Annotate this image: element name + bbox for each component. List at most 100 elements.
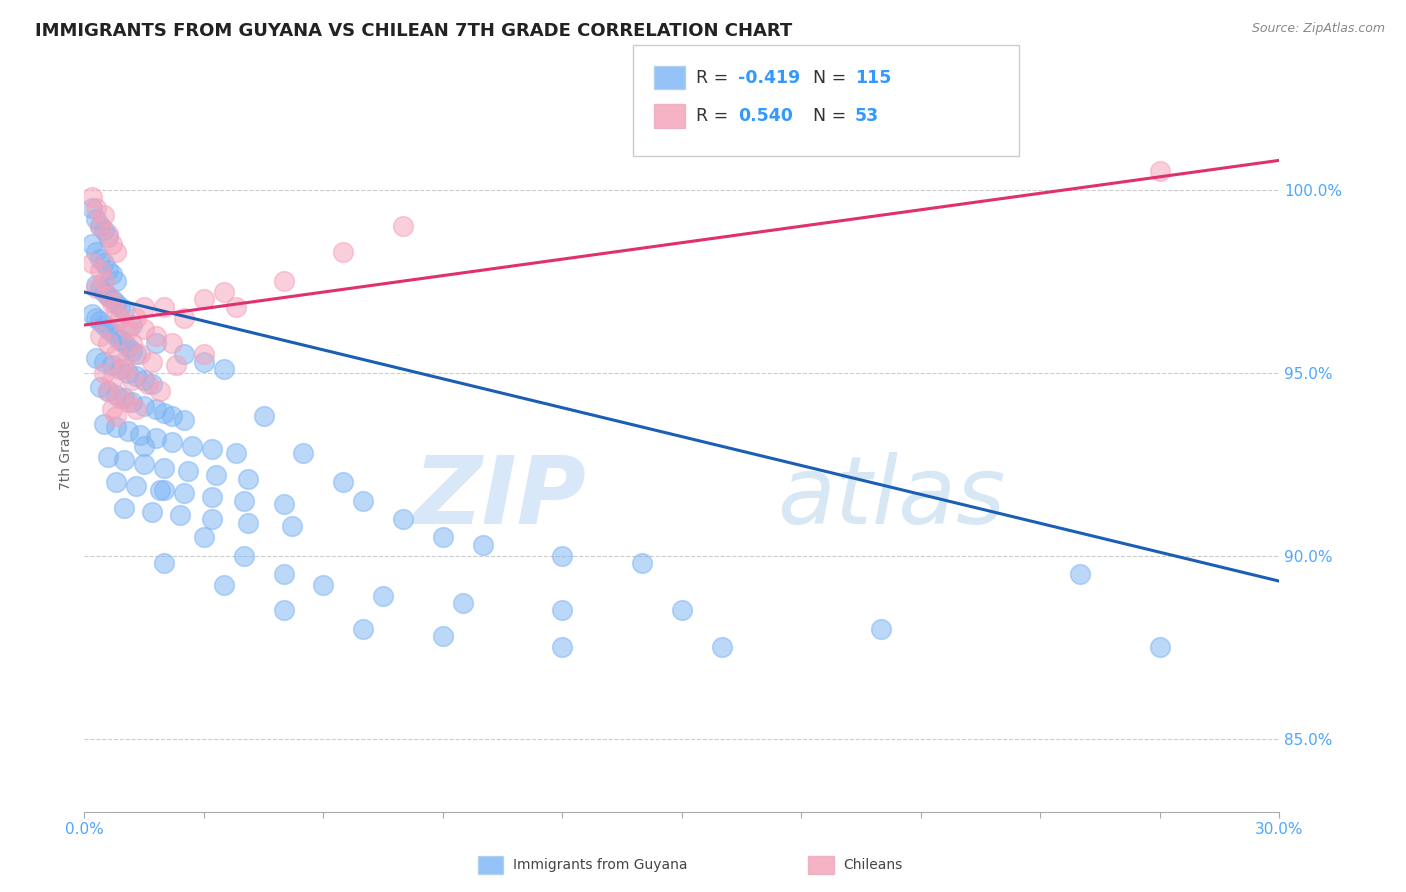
Point bbox=[105, 475, 128, 490]
Point bbox=[177, 464, 200, 478]
Point bbox=[312, 578, 335, 592]
Point bbox=[332, 244, 354, 259]
Text: 0.540: 0.540 bbox=[738, 107, 793, 125]
Point bbox=[117, 366, 139, 380]
Point bbox=[82, 307, 104, 321]
Point bbox=[352, 493, 374, 508]
Point bbox=[132, 457, 156, 471]
Text: 115: 115 bbox=[855, 69, 891, 87]
Point bbox=[86, 244, 108, 259]
Point bbox=[173, 486, 195, 500]
Point bbox=[160, 435, 183, 450]
Text: Source: ZipAtlas.com: Source: ZipAtlas.com bbox=[1251, 22, 1385, 36]
Point bbox=[97, 289, 120, 303]
Point bbox=[105, 296, 128, 310]
Point bbox=[125, 310, 148, 325]
Point bbox=[193, 530, 215, 544]
Point bbox=[93, 318, 115, 332]
Point bbox=[89, 281, 111, 295]
Point bbox=[101, 402, 124, 417]
Point bbox=[392, 512, 415, 526]
Point bbox=[121, 318, 143, 332]
Point bbox=[132, 439, 156, 453]
Point bbox=[89, 380, 111, 394]
Point bbox=[145, 329, 167, 343]
Point bbox=[141, 354, 163, 368]
Point bbox=[110, 391, 132, 405]
Point bbox=[1149, 164, 1171, 178]
Point bbox=[97, 227, 120, 241]
Point bbox=[153, 556, 176, 570]
Point bbox=[117, 321, 139, 335]
Point bbox=[132, 321, 156, 335]
Point bbox=[117, 424, 139, 438]
Point bbox=[352, 622, 374, 636]
Point bbox=[125, 369, 148, 384]
Point bbox=[86, 310, 108, 325]
Point bbox=[86, 281, 108, 295]
Point bbox=[93, 354, 115, 368]
Text: ZIP: ZIP bbox=[413, 451, 586, 544]
Point bbox=[153, 406, 176, 420]
Point bbox=[112, 362, 135, 376]
Point bbox=[273, 603, 295, 617]
Point bbox=[141, 376, 163, 391]
Point bbox=[105, 347, 128, 361]
Point bbox=[125, 347, 148, 361]
Point bbox=[332, 475, 354, 490]
Point bbox=[125, 402, 148, 417]
Point bbox=[93, 366, 115, 380]
Point bbox=[145, 402, 167, 417]
Text: atlas: atlas bbox=[778, 452, 1005, 543]
Point bbox=[201, 512, 224, 526]
Point bbox=[101, 293, 124, 307]
Point bbox=[105, 409, 128, 424]
Y-axis label: 7th Grade: 7th Grade bbox=[59, 420, 73, 490]
Point bbox=[112, 391, 135, 405]
Point bbox=[153, 460, 176, 475]
Point bbox=[82, 237, 104, 252]
Point bbox=[273, 497, 295, 511]
Point bbox=[631, 556, 654, 570]
Point bbox=[160, 409, 183, 424]
Point bbox=[105, 420, 128, 434]
Point bbox=[169, 508, 191, 523]
Point bbox=[97, 450, 120, 464]
Text: N =: N = bbox=[813, 69, 852, 87]
Point bbox=[145, 432, 167, 446]
Text: Immigrants from Guyana: Immigrants from Guyana bbox=[513, 858, 688, 872]
Point bbox=[97, 384, 120, 398]
Point bbox=[136, 376, 159, 391]
Point bbox=[82, 201, 104, 215]
Point bbox=[93, 417, 115, 431]
Point bbox=[110, 300, 132, 314]
Point bbox=[97, 384, 120, 398]
Point bbox=[110, 310, 132, 325]
Point bbox=[89, 314, 111, 328]
Point bbox=[86, 277, 108, 292]
Point bbox=[710, 640, 733, 654]
Point bbox=[121, 343, 143, 358]
Point bbox=[97, 263, 120, 277]
Point bbox=[105, 244, 128, 259]
Point bbox=[132, 373, 156, 387]
Point bbox=[193, 354, 215, 368]
Text: R =: R = bbox=[696, 107, 734, 125]
Point bbox=[110, 333, 132, 347]
Text: N =: N = bbox=[813, 107, 852, 125]
Point bbox=[205, 468, 228, 483]
Point bbox=[153, 300, 176, 314]
Point bbox=[105, 329, 128, 343]
Point bbox=[132, 300, 156, 314]
Point bbox=[173, 347, 195, 361]
Point bbox=[97, 230, 120, 244]
Point bbox=[125, 479, 148, 493]
Point bbox=[86, 201, 108, 215]
Point bbox=[373, 589, 395, 603]
Point bbox=[201, 442, 224, 457]
Point bbox=[132, 399, 156, 413]
Point bbox=[165, 358, 187, 372]
Point bbox=[121, 395, 143, 409]
Point bbox=[212, 362, 235, 376]
Text: Chileans: Chileans bbox=[844, 858, 903, 872]
